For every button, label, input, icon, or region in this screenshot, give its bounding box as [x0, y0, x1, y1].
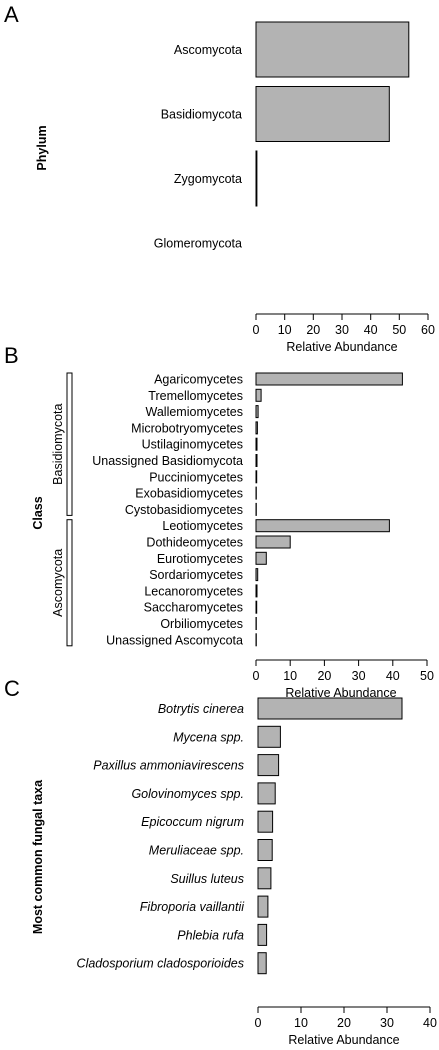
panel-a-tick-label: 0 [253, 323, 260, 337]
panel-b-category-label: Unassigned Ascomycota [106, 633, 243, 647]
panel-c-category-label: Golovinomyces spp. [131, 787, 244, 801]
panel-c-bar-cladosporium-cladosporioides [257, 952, 267, 975]
panel-b-bar-eurotiomycetes [255, 551, 267, 565]
panel-a-bar-ascomycota [255, 21, 410, 78]
panel-c-bar-paxillus-ammoniavirescens [257, 754, 280, 777]
panel-c-bar-meruliaceae-spp [257, 839, 273, 861]
panel-b-group-brackets: Basidiomycota Ascomycota [51, 372, 73, 647]
panel-c-category-label: Phlebia rufa [177, 928, 244, 942]
panel-b-category-label: Dothideomycetes [146, 536, 243, 550]
panel-c-bars: Botrytis cinerea Mycena spp. Paxillus ammo… [77, 697, 403, 975]
panel-b-category-label: Wallemiomycetes [146, 405, 243, 419]
panel-c-tick-label: 0 [255, 1016, 262, 1030]
panel-a-xlabel: Relative Abundance [286, 340, 397, 354]
panel-b-category-label: Ustilaginomycetes [142, 438, 243, 452]
panel-a-ylabel: Phylum [35, 125, 49, 170]
panel-b-category-label: Agaricomycetes [154, 373, 243, 387]
panel-c-bar-epicoccum-nigrum [257, 810, 274, 833]
panel-b-category-label: Lecanoromycetes [144, 584, 243, 598]
panel-c-xlabel: Relative Abundance [288, 1033, 399, 1047]
panel-b-tick-label: 30 [352, 669, 366, 683]
panel-b-category-label: Unassigned Basidiomycota [92, 454, 243, 468]
panel-b-bar-saccharomycetes [255, 600, 258, 614]
panel-a-category-label: Basidiomycota [161, 108, 242, 122]
panel-c-category-label: Suillus luteus [170, 872, 244, 886]
panel-b-bar-microbotryomycetes [255, 421, 258, 435]
panel-c-bar-mycena-spp [257, 725, 281, 748]
panel-c-category-label: Meruliaceae spp. [149, 844, 244, 858]
panel-b-tick-label: 40 [386, 669, 400, 683]
panel-a-tick-label: 50 [392, 323, 406, 337]
panel-a-tick-label: 10 [278, 323, 292, 337]
panel-b-letter: B [4, 343, 19, 368]
panel-a-tick-label: 60 [421, 323, 435, 337]
panel-a-category-label: Glomeromycota [154, 237, 242, 251]
panel-a-tick-label: 20 [306, 323, 320, 337]
panel-c-category-label: Epicoccum nigrum [141, 815, 244, 829]
panel-c-bar-botrytis-cinerea [257, 697, 403, 720]
panel-b-group-bracket-ascomycota [66, 519, 73, 647]
panel-c-bar-golovinomyces-spp [257, 782, 276, 805]
panel-b-tick-label: 20 [317, 669, 331, 683]
panel-b-tick-label: 10 [283, 669, 297, 683]
panel-c-tick-label: 10 [294, 1016, 308, 1030]
panel-b-xlabel: Relative Abundance [285, 686, 396, 700]
panel-a-bar-basidiomycota [255, 86, 390, 142]
panel-c-tick-label: 30 [380, 1016, 394, 1030]
panel-a-x-axis: 0 10 20 30 40 50 60 [253, 313, 435, 337]
panel-a-category-label: Zygomycota [174, 172, 242, 186]
panel-a-bar-zygomycota [255, 150, 258, 207]
panel-b-bar-ustilaginomycetes [255, 437, 258, 451]
panel-a-tick-label: 30 [335, 323, 349, 337]
panel-c-letter: C [4, 676, 20, 701]
panel-a-bars: Ascomycota Basidiomycota Zygomycota Glomero… [154, 21, 410, 251]
panel-b-group-bracket-basidiomycota [66, 372, 73, 516]
panel-c-tick-label: 40 [423, 1016, 437, 1030]
panel-b-x-axis: 0 10 20 30 40 50 [253, 659, 434, 683]
panel-b-category-label: Orbiliomycetes [160, 617, 243, 631]
panel-b-bar-leotiomycetes [255, 519, 390, 533]
panel-c-category-label: Fibroporia vaillantii [140, 900, 245, 914]
panel-b-tick-label: 50 [420, 669, 434, 683]
panel-c-x-axis: 0 10 20 30 40 [255, 1006, 437, 1030]
panel-b-bar-pucciniomycetes [255, 470, 258, 484]
panel-b-group-label-basidiomycota: Basidiomycota [51, 404, 65, 485]
panel-c-category-label: Botrytis cinerea [158, 702, 244, 716]
panel-b-category-label: Tremellomycetes [148, 389, 243, 403]
panel-a-category-label: Ascomycota [174, 43, 242, 57]
panel-b-bar-unassigned-basidiomycota [255, 454, 258, 467]
panel-c-tick-label: 20 [337, 1016, 351, 1030]
panel-c-ylabel: Most common fungal taxa [31, 779, 45, 934]
panel-b-category-label: Leotiomycetes [162, 519, 243, 533]
panel-b-category-label: Pucciniomycetes [149, 470, 243, 484]
panel-b-bar-tremellomycetes [255, 388, 262, 402]
panel-b-bars: Agaricomycetes Tremellomycetes Wallemiomyc… [92, 372, 403, 647]
panel-b-category-label: Exobasidiomycetes [135, 487, 243, 501]
panel-b-category-label: Microbotryomycetes [131, 421, 243, 435]
panel-b-bar-dothideomycetes [255, 535, 291, 549]
panel-c-bar-suillus-luteus [257, 867, 272, 890]
panel-b-bar-lecanoromycetes [255, 584, 258, 598]
panel-b-tick-label: 0 [253, 669, 260, 683]
panel-a-tick-label: 40 [364, 323, 378, 337]
panel-b-category-label: Sordariomycetes [149, 568, 243, 582]
panel-c-category-label: Paxillus ammoniavirescens [93, 759, 244, 773]
panel-b-class-chart: B Class Relative Abundance Basidiomycota… [4, 343, 434, 700]
panel-b-category-label: Cystobasidiomycetes [125, 503, 243, 517]
panel-b-category-label: Eurotiomycetes [157, 552, 243, 566]
panel-b-ylabel: Class [31, 496, 45, 529]
panel-b-bar-wallemiomycetes [255, 405, 259, 419]
panel-c-bar-phlebia-rufa [257, 923, 268, 946]
panel-c-bar-fibroporia-vaillantii [257, 895, 269, 918]
panel-a-letter: A [4, 2, 19, 27]
panel-b-bar-sordariomycetes [255, 568, 259, 582]
panel-c-category-label: Mycena spp. [173, 730, 244, 744]
panel-b-category-label: Saccharomycetes [144, 601, 243, 615]
panel-c-taxa-chart: C Most common fungal taxa Relative Abund… [4, 676, 437, 1047]
panel-a-phylum-chart: A Phylum Relative Abundance Ascomycota Ba… [4, 2, 435, 354]
panel-c-category-label: Cladosporium cladosporioides [77, 957, 244, 971]
panel-b-bar-agaricomycetes [255, 372, 403, 386]
panel-b-group-label-ascomycota: Ascomycota [51, 549, 65, 617]
